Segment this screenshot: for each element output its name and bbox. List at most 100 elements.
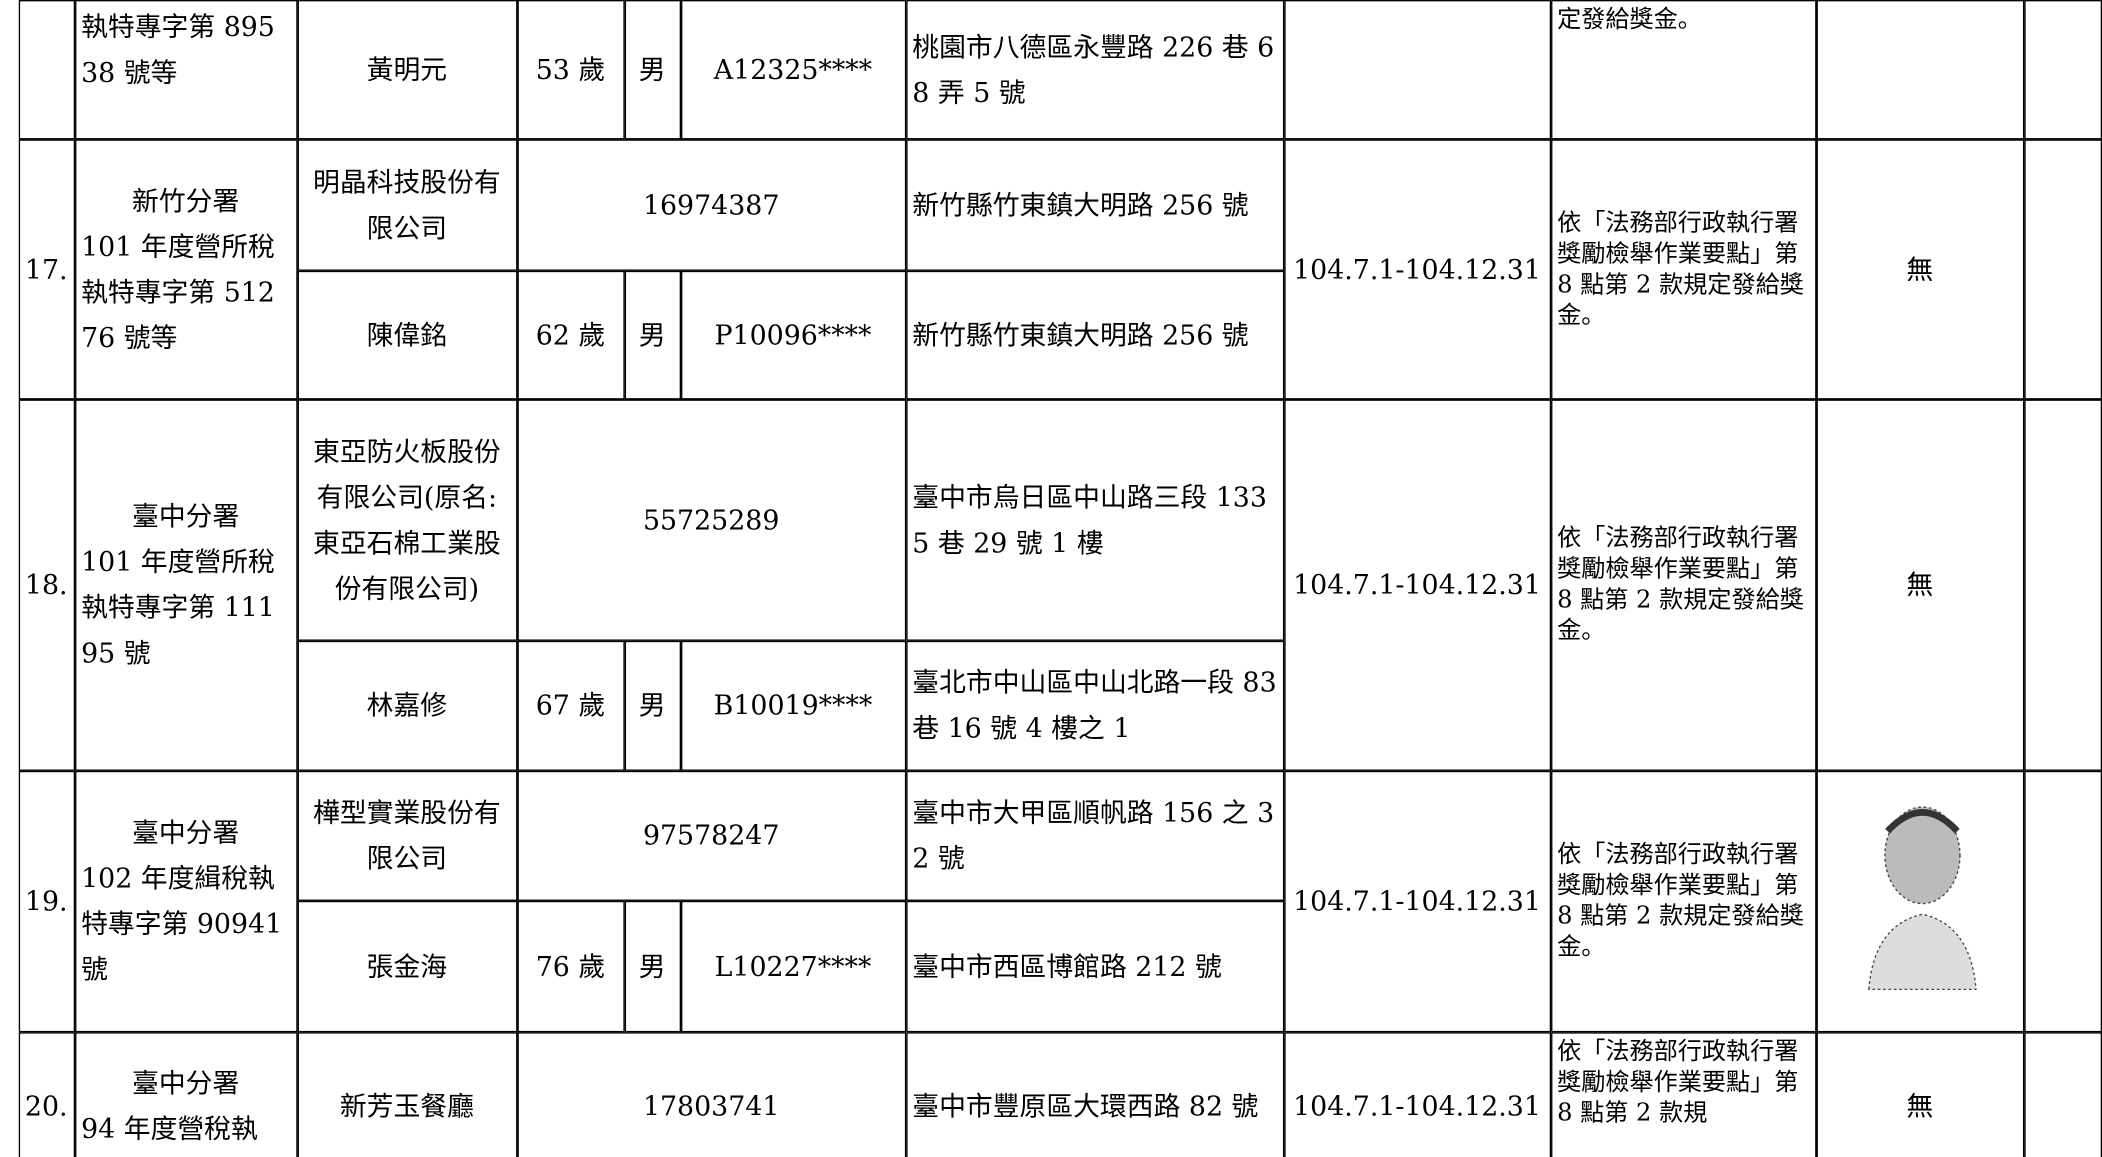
table-cell: 104.7.1-104.12.31 [1283,1031,1551,1157]
table-cell: 男 [624,900,681,1032]
table-cell: 黃明元 [296,0,517,139]
cell-text: B10019**** [713,689,873,722]
cell-text: 53 歲 [535,52,606,86]
cell-text: 執特專字第 89538 號等 [81,10,275,88]
table-cell: 桃園市八德區永豐路 226 巷 68 弄 5 號 [905,0,1284,139]
cell-text: 104.7.1-104.12.31 [1293,568,1541,601]
cell-text: 臺中分署 [132,1066,240,1099]
table-cell: 張金海 [296,900,517,1032]
cell-text: P10096**** [714,318,872,351]
table-cell: 男 [624,270,681,399]
cell-text: 無 [1906,1089,1934,1122]
cell-text: 樺型實業股份有限公司 [313,796,501,875]
table-cell: 依「法務部行政執行署獎勵檢舉作業要點」第 8 點第 2 款規定發給獎金。 [1550,770,1816,1032]
table-cell: 76 歲 [516,900,625,1032]
cell-text: 62 歲 [535,318,606,351]
cell-text: 依「法務部行政執行署獎勵檢舉作業要點」第 8 點第 2 款規定發給獎金。 [1557,208,1804,330]
table-cell: 104.7.1-104.12.31 [1283,398,1551,771]
table-cell: 臺中分署 101 年度營所稅執特專字第 11195 號 [74,398,297,771]
table-cell: 男 [624,0,681,139]
table-cell: 17803741 [516,1031,906,1157]
table-cell: 臺中市烏日區中山路三段 1335 巷 29 號 1 樓 [905,398,1284,641]
table-cell: 新芳玉餐廳 [296,1031,517,1157]
cell-text: 104.7.1-104.12.31 [1293,884,1541,917]
cell-text: 101 年度營所稅執特專字第 11195 號 [81,545,275,669]
cell-text: 明晶科技股份有限公司 [313,165,501,244]
table-cell: 東亞防火板股份有限公司(原名:東亞石棉工業股份有限公司) [296,398,517,641]
cell-text: 19. [24,884,68,917]
table-cell: 無 [1815,138,2024,399]
table-cell: 19. [18,770,75,1032]
cell-text: 臺中市西區博館路 212 號 [912,949,1222,982]
table-cell: 62 歲 [516,270,625,399]
table-cell: 18. [18,398,75,771]
table-cell: 新竹縣竹東鎮大明路 256 號 [905,270,1284,399]
cell-text: 依「法務部行政執行署獎勵檢舉作業要點」第 8 點第 2 款規定發給獎金。 [1557,524,1804,645]
table-cell: 明晶科技股份有限公司 [296,138,517,271]
table-cell: 陳偉銘 [296,270,517,399]
cell-text: 無 [1906,568,1934,601]
table-cell: P10096**** [680,270,906,399]
cell-text: 黃明元 [366,52,448,86]
cell-text: 臺中市烏日區中山路三段 1335 巷 29 號 1 樓 [912,480,1267,559]
table-cell [1283,0,1551,139]
table-cell: 53 歲 [516,0,625,139]
table-cell: 20. [18,1031,75,1157]
table-cell: 臺中市西區博館路 212 號 [905,900,1284,1032]
table-cell: A12325**** [680,0,906,139]
table-cell: 依「法務部行政執行署獎勵檢舉作業要點」第 8 點第 2 款規 [1550,1031,1816,1157]
table-cell: 樺型實業股份有限公司 [296,770,517,901]
table-cell: 臺中市大甲區順帆路 156 之 32 號 [905,770,1284,901]
cell-text: 依「法務部行政執行署獎勵檢舉作業要點」第 8 點第 2 款規定發給獎金。 [1557,840,1804,962]
cell-text: 男 [638,689,666,722]
cell-text: 男 [638,52,666,86]
cell-text: 臺中分署 [132,816,240,849]
table-cell: 定發給獎金。 [1550,0,1816,139]
table-cell: 依「法務部行政執行署獎勵檢舉作業要點」第 8 點第 2 款規定發給獎金。 [1550,138,1816,399]
cell-text: 臺中分署 [132,500,240,533]
table-cell: 17. [18,138,75,399]
table-cell: B10019**** [680,640,906,771]
table-cell: 67 歲 [516,640,625,771]
table-cell: 林嘉修 [296,640,517,771]
table-cell: 104.7.1-104.12.31 [1283,770,1551,1032]
table-cell: L10227**** [680,900,906,1032]
table-cell: 97578247 [516,770,906,901]
table-cell [2023,398,2102,771]
cell-text: L10227**** [714,949,872,982]
table-cell: 臺中分署 94 年度營稅執 [74,1031,297,1157]
cell-text: 94 年度營稅執 [81,1112,258,1145]
cell-text: 無 [1906,252,1934,285]
cell-text: 101 年度營所稅執特專字第 51276 號等 [81,229,275,354]
cell-text: 新竹縣竹東鎮大明路 256 號 [912,188,1249,221]
cell-text: 張金海 [366,949,448,982]
table-cell: 臺北市中山區中山北路一段 83 巷 16 號 4 樓之 1 [905,640,1284,771]
cell-text: 104.7.1-104.12.31 [1293,1089,1541,1122]
cell-text: 104.7.1-104.12.31 [1293,252,1541,285]
table-cell: 臺中分署 102 年度緝稅執特專字第 90941 號 [74,770,297,1032]
cell-text: 陳偉銘 [366,318,448,351]
cell-text: 55725289 [642,503,780,536]
table-cell: 男 [624,640,681,771]
cell-text: 臺中市大甲區順帆路 156 之 32 號 [912,796,1275,875]
table-cell: 新竹縣竹東鎮大明路 256 號 [905,138,1284,271]
table-cell [2023,1031,2102,1157]
cell-text: 臺中市豐原區大環西路 82 號 [912,1089,1259,1122]
cell-text: 新竹分署 [132,184,240,217]
cell-text: 18. [24,568,68,601]
cell-text: 定發給獎金。 [1557,4,1702,33]
cell-text: 17. [24,252,68,285]
cell-text: 97578247 [642,819,780,852]
cell-text: 林嘉修 [366,689,448,722]
cell-text: 依「法務部行政執行署獎勵檢舉作業要點」第 8 點第 2 款規 [1557,1036,1799,1127]
table-cell: 104.7.1-104.12.31 [1283,138,1551,399]
cell-text: 20. [24,1089,68,1122]
table-cell: 55725289 [516,398,906,641]
table-cell [18,0,75,139]
cell-text: 102 年度緝稅執特專字第 90941 號 [81,862,283,986]
table-cell: 執特專字第 89538 號等 [74,0,297,139]
table-cell: 無 [1815,1031,2024,1157]
table-cell: 臺中市豐原區大環西路 82 號 [905,1031,1284,1157]
